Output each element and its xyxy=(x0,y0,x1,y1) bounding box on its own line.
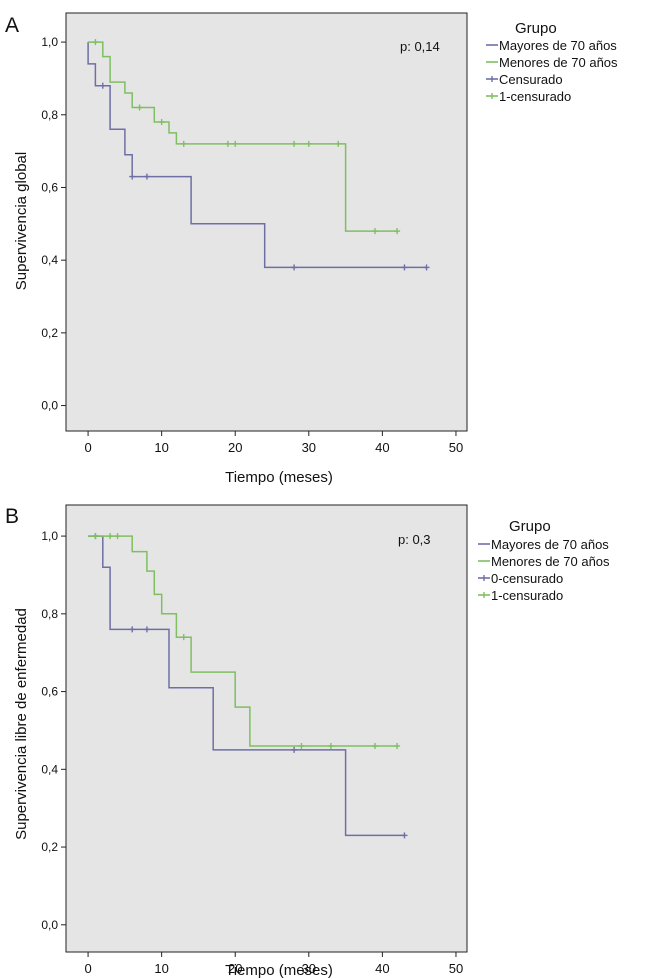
legend-entry: Mayores de 70 años xyxy=(478,537,609,552)
censor-mark-menores xyxy=(291,140,298,147)
censor-mark-menores xyxy=(158,119,165,126)
y-tick-label: 0,4 xyxy=(41,762,58,776)
x-tick-label: 40 xyxy=(375,440,389,455)
censor-mark-menores xyxy=(180,140,187,147)
legend-entry: Menores de 70 años xyxy=(478,554,610,569)
legend-entry: 1-censurado xyxy=(478,588,563,603)
censor-mark-menores xyxy=(107,533,114,540)
censor-mark-mayores xyxy=(401,264,408,271)
panel-b-plot-area xyxy=(65,504,468,953)
censor-mark-menores xyxy=(372,228,379,235)
legend-entry: Censurado xyxy=(486,72,563,87)
panel-a-label: A xyxy=(5,14,19,37)
y-tick-label: 0,2 xyxy=(41,326,58,340)
panel-b-legend: Grupo Mayores de 70 años Menores de 70 añ… xyxy=(478,518,610,603)
panel-a-data-layer xyxy=(87,39,430,271)
censor-mark-mayores xyxy=(143,626,150,633)
panel-b-y-axis-label: Supervivencia libre de enfermedad xyxy=(13,608,30,840)
legend-label: Menores de 70 años xyxy=(491,554,610,569)
x-tick-label: 30 xyxy=(302,440,316,455)
series-line-mayores xyxy=(88,535,405,837)
legend-label: Menores de 70 años xyxy=(499,55,618,70)
y-tick-label: 0,2 xyxy=(41,840,58,854)
censor-mark-menores xyxy=(305,140,312,147)
censor-mark-menores xyxy=(224,140,231,147)
panel-b-legend-title: Grupo xyxy=(509,518,551,535)
panel-a-legend: Grupo Mayores de 70 años Menores de 70 añ… xyxy=(486,20,618,104)
censor-mark-menores xyxy=(114,533,121,540)
censor-mark-menores xyxy=(394,742,401,749)
legend-entry: 0-censurado xyxy=(478,571,563,586)
x-tick-label: 50 xyxy=(449,961,463,976)
y-tick-label: 1,0 xyxy=(41,529,58,543)
censor-mark-menores xyxy=(92,39,99,46)
censor-mark-mayores xyxy=(129,173,136,180)
censor-mark-mayores xyxy=(129,626,136,633)
legend-label: Censurado xyxy=(499,72,563,87)
censor-mark-menores xyxy=(180,634,187,641)
legend-entry: 1-censurado xyxy=(486,89,571,104)
x-tick-label: 40 xyxy=(375,961,389,976)
x-tick-label: 10 xyxy=(154,961,168,976)
censor-mark-menores xyxy=(136,104,143,111)
y-tick-label: 1,0 xyxy=(41,35,58,49)
legend-label: 1-censurado xyxy=(491,588,563,603)
panel-b: B 0,0 0,2 0,4 0,6 0,8 1,0 0 10 20 30 40 50 p: 0,3 T… xyxy=(5,504,610,979)
x-tick-label: 0 xyxy=(84,440,91,455)
x-tick-label: 30 xyxy=(302,961,316,976)
x-tick-label: 20 xyxy=(228,961,242,976)
y-tick-label: 0,0 xyxy=(41,918,58,932)
censor-mark-mayores xyxy=(401,832,408,839)
y-tick-label: 0,6 xyxy=(41,180,58,194)
legend-label: 0-censurado xyxy=(491,571,563,586)
censor-mark-mayores xyxy=(99,82,106,89)
censor-mark-mayores xyxy=(291,746,298,753)
legend-label: Mayores de 70 años xyxy=(491,537,609,552)
series-line-menores xyxy=(88,535,398,747)
panel-a-x-axis-label: Tiempo (meses) xyxy=(225,469,333,486)
y-tick-label: 0,6 xyxy=(41,685,58,699)
y-tick-label: 0,4 xyxy=(41,253,58,267)
x-tick-label: 0 xyxy=(84,961,91,976)
y-tick-label: 0,0 xyxy=(41,399,58,413)
legend-label: Mayores de 70 años xyxy=(499,38,617,53)
censor-mark-menores xyxy=(92,533,99,540)
panel-b-p-value: p: 0,3 xyxy=(398,532,431,547)
censor-mark-menores xyxy=(298,742,305,749)
x-tick-label: 50 xyxy=(449,440,463,455)
panel-b-x-axis-label: Tiempo (meses) xyxy=(225,962,333,979)
censor-mark-mayores xyxy=(423,264,430,271)
legend-entry: Menores de 70 años xyxy=(486,55,618,70)
panel-b-data-layer xyxy=(88,533,408,839)
censor-mark-mayores xyxy=(143,173,150,180)
panel-a-y-axis-label: Supervivencia global xyxy=(13,152,30,290)
x-tick-label: 10 xyxy=(154,440,168,455)
series-line-mayores xyxy=(87,42,427,269)
panel-a-p-value: p: 0,14 xyxy=(400,39,440,54)
panel-b-axes: 0,0 0,2 0,4 0,6 0,8 1,0 0 10 20 30 40 50 xyxy=(41,529,463,976)
y-tick-label: 0,8 xyxy=(41,108,58,122)
panel-a-plot-area xyxy=(65,12,468,432)
panel-b-legend-items: Mayores de 70 años Menores de 70 años 0-ce… xyxy=(478,537,610,603)
censor-mark-menores xyxy=(372,742,379,749)
panel-a-axes: 0,0 0,2 0,4 0,6 0,8 1,0 0 10 20 30 40 50 xyxy=(41,35,463,455)
censor-mark-menores xyxy=(232,140,239,147)
panel-a-legend-title: Grupo xyxy=(515,20,557,37)
legend-label: 1-censurado xyxy=(499,89,571,104)
censor-mark-mayores xyxy=(291,264,298,271)
panel-a: A 0,00,20,40,60,81,00 10 20 30 40 50 p: 0,14 … xyxy=(5,12,618,486)
panel-b-label: B xyxy=(5,505,19,528)
panel-a-legend-items: Mayores de 70 años Menores de 70 años Cens… xyxy=(486,38,618,104)
legend-entry: Mayores de 70 años xyxy=(486,38,617,53)
series-line-menores xyxy=(88,41,398,232)
y-tick-label: 0,8 xyxy=(41,607,58,621)
censor-mark-menores xyxy=(335,140,342,147)
x-tick-label: 20 xyxy=(228,440,242,455)
censor-mark-menores xyxy=(394,228,401,235)
censor-mark-menores xyxy=(327,742,334,749)
